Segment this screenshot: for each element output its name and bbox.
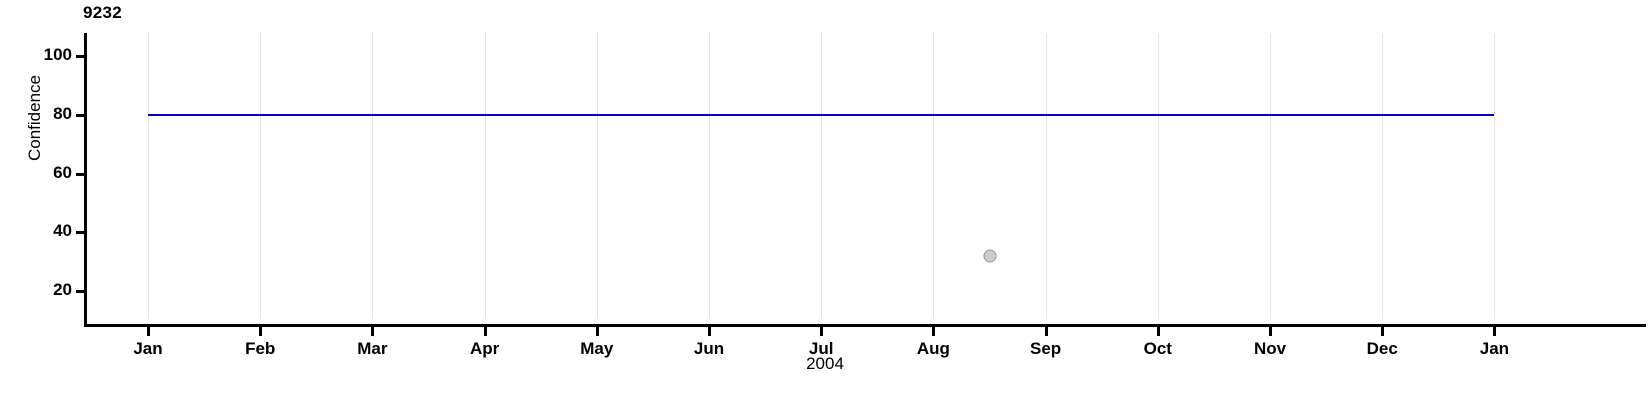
x-tick-mark-0 [147,327,150,336]
y-tick-label-60: 60 [53,162,72,182]
y-tick-mark-20 [76,289,85,293]
x-axis-line [84,324,1646,327]
series-line-threshold [148,114,1495,117]
gridline-dec-11 [1382,33,1384,318]
x-tick-mark-10 [1269,327,1272,336]
x-tick-mark-2 [371,327,375,336]
x-tick-label-1: Feb [245,339,276,358]
x-tick-label-3: Apr [469,339,500,358]
y-tick-mark-80 [76,114,85,118]
x-tick-mark-12 [1493,327,1497,336]
gridline-jan-0 [148,33,149,318]
y-tick-label-20: 20 [53,279,72,299]
gridline-may-4 [596,33,598,318]
gridline-oct-9 [1157,33,1159,318]
gridline-apr-3 [484,33,486,318]
x-tick-mark-4 [595,327,599,336]
x-tick-label-4: May [580,339,614,358]
x-tick-label-12: Jan [1479,339,1510,358]
x-tick-label-6: Jul [808,339,834,358]
y-tick-mark-60 [76,172,85,176]
x-tick-label-7: Aug [916,339,950,358]
x-tick-label-10: Nov [1253,339,1287,358]
x-tick-label-11: Dec [1366,339,1398,358]
chart-title: 9232 [83,3,123,22]
x-tick-mark-8 [1044,327,1048,336]
x-tick-label-5: Jun [693,339,725,358]
x-tick-mark-3 [483,327,487,336]
x-tick-mark-5 [708,327,711,336]
x-tick-label-0: Jan [133,339,163,358]
x-tick-label-9: Oct [1143,339,1172,358]
x-tick-mark-1 [259,327,263,336]
gridline-aug-7 [933,33,935,318]
gridline-sep-8 [1045,33,1047,318]
gridline-mar-2 [372,33,374,318]
gridline-nov-10 [1270,33,1271,318]
gridline-feb-1 [260,33,262,318]
x-axis-title: 2004 [806,354,844,373]
x-tick-label-8: Sep [1030,339,1062,358]
y-tick-label-100: 100 [43,45,72,65]
x-tick-mark-9 [1156,327,1160,336]
x-tick-mark-7 [932,327,936,336]
y-axis-line [84,33,87,326]
x-tick-mark-6 [820,327,824,336]
gridline-jan-12 [1494,33,1496,318]
x-tick-mark-11 [1381,327,1385,336]
gridline-jun-5 [709,33,710,318]
y-tick-label-40: 40 [53,221,72,241]
y-tick-label-80: 80 [53,104,72,124]
data-point-1-0[interactable] [983,249,996,263]
plot-area [86,33,1646,326]
x-tick-label-2: Mar [357,339,388,358]
y-tick-mark-40 [76,231,85,235]
gridline-jul-6 [821,33,823,318]
y-tick-mark-100 [76,55,85,59]
